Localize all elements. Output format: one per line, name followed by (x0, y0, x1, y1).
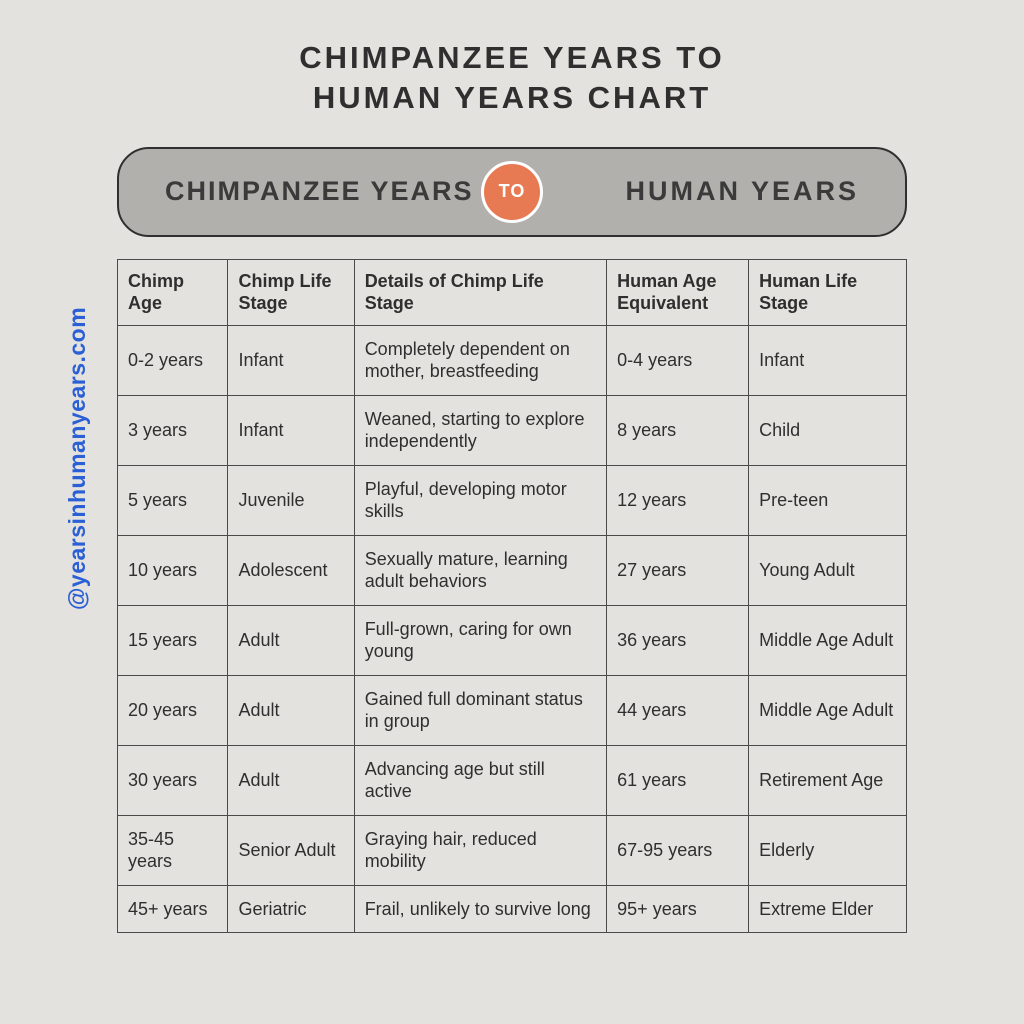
table-cell: Adolescent (228, 535, 354, 605)
table-cell: Senior Adult (228, 815, 354, 885)
table-header-row: Chimp Age Chimp Life Stage Details of Ch… (118, 259, 907, 325)
col-human-stage: Human Life Stage (749, 259, 907, 325)
conversion-pill: CHIMPANZEE YEARS TO HUMAN YEARS (117, 147, 907, 237)
table-cell: 0-4 years (607, 325, 749, 395)
table-row: 30 yearsAdultAdvancing age but still act… (118, 745, 907, 815)
table-cell: 10 years (118, 535, 228, 605)
watermark-handle: @yearsinhumanyears.com (64, 307, 91, 610)
table-cell: Elderly (749, 815, 907, 885)
table-cell: Gained full dominant status in group (354, 675, 606, 745)
table-cell: 8 years (607, 395, 749, 465)
table-cell: Young Adult (749, 535, 907, 605)
table-cell: 3 years (118, 395, 228, 465)
page-title: CHIMPANZEE YEARS TO HUMAN YEARS CHART (0, 0, 1024, 119)
table-row: 5 yearsJuvenilePlayful, developing motor… (118, 465, 907, 535)
table-cell: Infant (749, 325, 907, 395)
table-cell: 36 years (607, 605, 749, 675)
table-cell: 45+ years (118, 885, 228, 933)
table-row: 45+ yearsGeriatricFrail, unlikely to sur… (118, 885, 907, 933)
col-details: Details of Chimp Life Stage (354, 259, 606, 325)
table-row: 15 yearsAdultFull-grown, caring for own … (118, 605, 907, 675)
table-cell: 27 years (607, 535, 749, 605)
table-cell: Geriatric (228, 885, 354, 933)
table-cell: 95+ years (607, 885, 749, 933)
table-cell: Completely dependent on mother, breastfe… (354, 325, 606, 395)
table-cell: Pre-teen (749, 465, 907, 535)
table-row: 0-2 yearsInfantCompletely dependent on m… (118, 325, 907, 395)
table-cell: Child (749, 395, 907, 465)
table-cell: Retirement Age (749, 745, 907, 815)
conversion-table-wrap: Chimp Age Chimp Life Stage Details of Ch… (117, 259, 907, 934)
pill-left-label: CHIMPANZEE YEARS (165, 176, 474, 207)
table-body: 0-2 yearsInfantCompletely dependent on m… (118, 325, 907, 933)
table-cell: 30 years (118, 745, 228, 815)
table-cell: 35-45 years (118, 815, 228, 885)
col-chimp-stage: Chimp Life Stage (228, 259, 354, 325)
table-cell: 12 years (607, 465, 749, 535)
pill-center-circle: TO (481, 161, 543, 223)
table-cell: Graying hair, reduced mobility (354, 815, 606, 885)
table-cell: Extreme Elder (749, 885, 907, 933)
table-cell: Advancing age but still active (354, 745, 606, 815)
table-cell: Juvenile (228, 465, 354, 535)
table-cell: Infant (228, 395, 354, 465)
table-cell: 44 years (607, 675, 749, 745)
table-cell: Middle Age Adult (749, 675, 907, 745)
table-row: 3 yearsInfantWeaned, starting to explore… (118, 395, 907, 465)
col-chimp-age: Chimp Age (118, 259, 228, 325)
col-human-age: Human Age Equivalent (607, 259, 749, 325)
table-cell: Full-grown, caring for own young (354, 605, 606, 675)
title-line-2: HUMAN YEARS CHART (0, 78, 1024, 118)
table-cell: Middle Age Adult (749, 605, 907, 675)
table-cell: 67-95 years (607, 815, 749, 885)
table-cell: Playful, developing motor skills (354, 465, 606, 535)
table-row: 20 yearsAdultGained full dominant status… (118, 675, 907, 745)
table-cell: Adult (228, 605, 354, 675)
pill-right-label: HUMAN YEARS (625, 176, 859, 207)
table-cell: 20 years (118, 675, 228, 745)
table-cell: Sexually mature, learning adult behavior… (354, 535, 606, 605)
table-cell: Infant (228, 325, 354, 395)
table-cell: 61 years (607, 745, 749, 815)
table-row: 35-45 yearsSenior AdultGraying hair, red… (118, 815, 907, 885)
table-cell: Adult (228, 675, 354, 745)
conversion-table: Chimp Age Chimp Life Stage Details of Ch… (117, 259, 907, 934)
table-cell: 15 years (118, 605, 228, 675)
title-line-1: CHIMPANZEE YEARS TO (0, 38, 1024, 78)
table-cell: 0-2 years (118, 325, 228, 395)
table-row: 10 yearsAdolescentSexually mature, learn… (118, 535, 907, 605)
table-cell: Adult (228, 745, 354, 815)
table-cell: Weaned, starting to explore independentl… (354, 395, 606, 465)
table-cell: Frail, unlikely to survive long (354, 885, 606, 933)
table-cell: 5 years (118, 465, 228, 535)
